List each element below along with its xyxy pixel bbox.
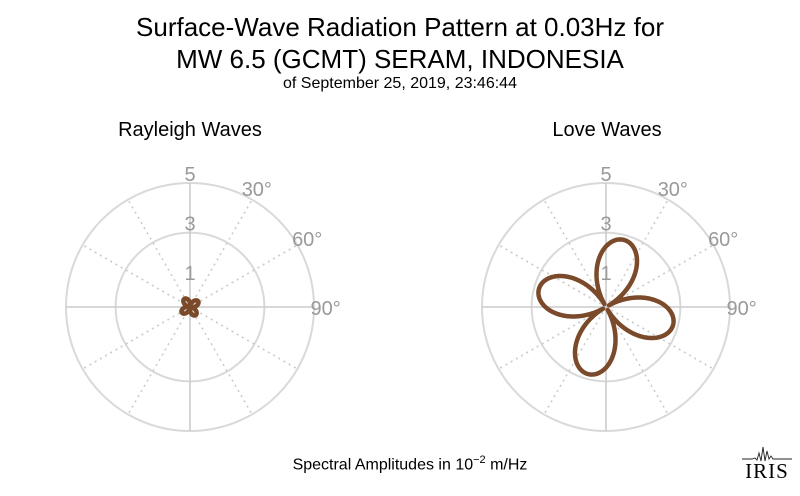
grid-spoke-dotted <box>82 244 191 308</box>
grid-spoke-dotted <box>498 306 607 370</box>
units-exponent: −2 <box>473 454 486 466</box>
angle-tick-label: 30° <box>658 179 688 201</box>
angle-tick-label: 60° <box>708 229 738 251</box>
love-polar-plot: 1 3 5 30° 60° 90° <box>481 164 757 432</box>
iris-logo: IRIS <box>742 443 792 487</box>
chart-title-line-2: MW 6.5 (GCMT) SERAM, INDONESIA <box>176 44 624 74</box>
radial-tick-label: 3 <box>600 214 611 236</box>
grid-spoke-dotted <box>127 199 191 308</box>
grid-spoke-dotted <box>189 244 298 308</box>
angle-tick-label: 90° <box>727 298 757 320</box>
amplitude-units-label: Spectral Amplitudes in 10−2 m/Hz <box>0 454 800 474</box>
radial-tick-label: 5 <box>184 164 195 186</box>
grid-spoke-dotted <box>543 199 607 308</box>
radial-tick-label: 3 <box>184 214 195 236</box>
rayleigh-panel-title: Rayleigh Waves <box>118 119 262 141</box>
chart-title-line-1: Surface-Wave Radiation Pattern at 0.03Hz… <box>136 12 664 42</box>
grid-spoke-dotted <box>82 306 191 370</box>
radiation-pattern-curve <box>179 296 201 318</box>
angle-tick-label: 30° <box>242 179 272 201</box>
angle-tick-label: 60° <box>292 229 322 251</box>
radial-tick-label: 1 <box>184 263 195 285</box>
chart-subtitle-date: of September 25, 2019, 23:46:44 <box>283 75 517 92</box>
grid-spoke-dotted <box>189 306 253 415</box>
radiation-pattern-curve <box>536 237 676 377</box>
iris-logo-text: IRIS <box>745 459 789 483</box>
units-suffix: m/Hz <box>485 456 528 474</box>
grid-spoke-dotted <box>189 306 298 370</box>
seismogram-icon <box>742 446 792 462</box>
grid-spoke-dotted <box>189 199 253 308</box>
radial-tick-label: 1 <box>600 263 611 285</box>
radial-tick-label: 5 <box>600 164 611 186</box>
rayleigh-polar-plot: 1 3 5 30° 60° 90° <box>65 164 341 432</box>
angle-tick-label: 90° <box>311 298 341 320</box>
grid-spoke-dotted <box>605 244 714 308</box>
grid-spoke-dotted <box>127 306 191 415</box>
grid-spoke-dotted <box>605 306 669 415</box>
love-panel-title: Love Waves <box>552 119 662 141</box>
units-prefix: Spectral Amplitudes in 10 <box>292 456 474 474</box>
